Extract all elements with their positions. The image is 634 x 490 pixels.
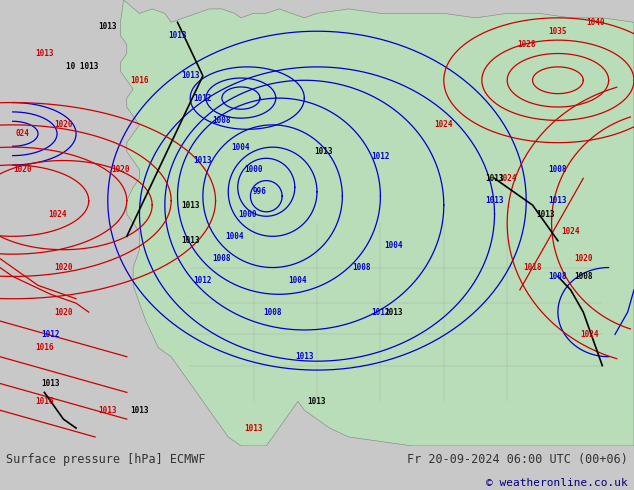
Text: 1016: 1016 [130,76,149,85]
Text: 1013: 1013 [384,308,403,317]
Text: 1012: 1012 [371,151,390,161]
Text: 1008: 1008 [212,254,231,263]
Text: 1020: 1020 [13,165,32,174]
Text: 1008: 1008 [574,272,593,281]
Text: 1013: 1013 [295,352,314,361]
Text: 1012: 1012 [193,94,212,102]
Text: 1016: 1016 [35,343,54,352]
Text: 1013: 1013 [98,406,117,415]
Text: 1035: 1035 [548,27,567,36]
Text: 1013: 1013 [181,72,200,80]
Text: 1004: 1004 [288,276,307,285]
Text: 1012: 1012 [371,308,390,317]
Text: 024: 024 [15,129,29,138]
Text: 1008: 1008 [352,263,371,272]
Text: 1024: 1024 [561,227,580,236]
Text: 1020: 1020 [574,254,593,263]
Text: 1013: 1013 [314,147,333,156]
Polygon shape [120,0,634,446]
Text: 1020: 1020 [111,165,130,174]
Text: 1013: 1013 [548,196,567,205]
Text: 1008: 1008 [548,165,567,174]
Text: 1018: 1018 [523,263,542,272]
Text: 1020: 1020 [54,121,73,129]
Text: 10 1013: 10 1013 [66,62,99,72]
Text: © weatheronline.co.uk: © weatheronline.co.uk [486,478,628,489]
Text: 1013: 1013 [168,31,187,40]
Text: 1013: 1013 [181,236,200,245]
Text: 1024: 1024 [48,210,67,219]
Text: 1013: 1013 [181,200,200,210]
Text: 1024: 1024 [498,174,517,183]
Text: 1013: 1013 [244,423,263,433]
Text: 1013: 1013 [193,156,212,165]
Text: 1016: 1016 [35,397,54,406]
Text: Fr 20-09-2024 06:00 UTC (00+06): Fr 20-09-2024 06:00 UTC (00+06) [407,453,628,466]
Text: 1008: 1008 [548,272,567,281]
Text: 1013: 1013 [536,210,555,219]
Text: 1020: 1020 [54,263,73,272]
Text: 1040: 1040 [586,18,605,27]
Text: 1013: 1013 [307,397,327,406]
Text: 1024: 1024 [434,121,453,129]
Text: 1008: 1008 [212,116,231,125]
Text: 1020: 1020 [54,308,73,317]
Text: 1013: 1013 [485,174,504,183]
Text: 1013: 1013 [485,196,504,205]
Text: 1013: 1013 [35,49,54,58]
Text: 1004: 1004 [384,241,403,250]
Text: 1004: 1004 [225,232,244,241]
Text: 1028: 1028 [517,40,536,49]
Text: 1024: 1024 [580,330,599,339]
Text: 996: 996 [253,187,267,196]
Text: Surface pressure [hPa] ECMWF: Surface pressure [hPa] ECMWF [6,453,206,466]
Text: 1000: 1000 [238,210,257,219]
Text: 1012: 1012 [193,276,212,285]
Text: 1013: 1013 [41,379,60,388]
Text: 1004: 1004 [231,143,250,151]
Text: 1012: 1012 [41,330,60,339]
Text: 1013: 1013 [98,22,117,31]
Text: 1008: 1008 [263,308,282,317]
Text: 1013: 1013 [130,406,149,415]
Text: 1000: 1000 [244,165,263,174]
